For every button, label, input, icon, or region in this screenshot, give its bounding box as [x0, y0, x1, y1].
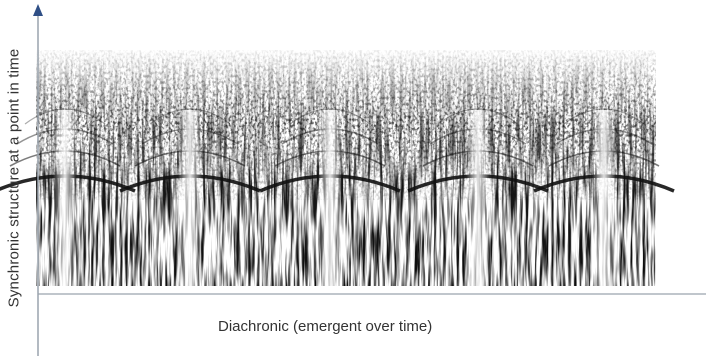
- harmonic-arc: [149, 108, 231, 125]
- highlight-column: [178, 110, 202, 286]
- harmonic-arc: [289, 108, 371, 125]
- highlight-column: [466, 110, 490, 286]
- highlight-columns: [53, 110, 616, 286]
- highlight-column: [318, 110, 342, 286]
- harmonic-arc: [437, 108, 519, 125]
- y-axis-arrowhead: [33, 4, 43, 16]
- harmonic-arc: [563, 108, 645, 125]
- spectrogram: [0, 50, 675, 286]
- y-axis-label: Synchronic structure at a point in time: [5, 48, 23, 308]
- highlight-column: [53, 110, 77, 286]
- harmonic-arc: [24, 108, 106, 125]
- x-axis-label: Diachronic (emergent over time): [218, 318, 433, 335]
- highlight-column: [592, 110, 616, 286]
